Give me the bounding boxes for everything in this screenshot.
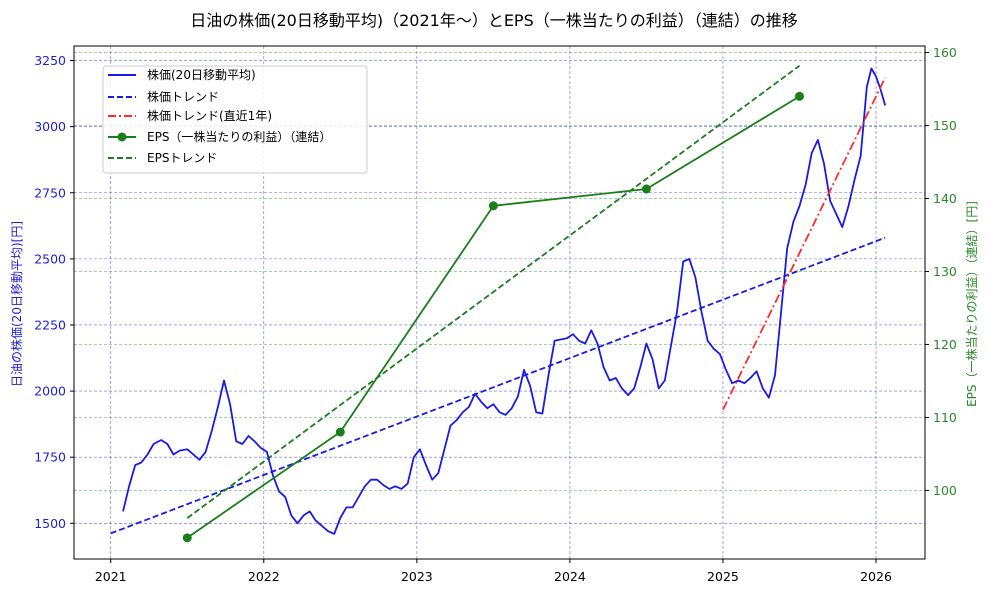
- left-tick-label: 3000: [34, 119, 66, 134]
- right-tick-label: 110: [933, 410, 957, 425]
- circle-marker-icon: [117, 132, 127, 142]
- left-tick-label: 1500: [34, 516, 66, 531]
- svg-text:株価(20日移動平均): 株価(20日移動平均): [147, 67, 256, 82]
- right-tick-label: 130: [933, 264, 957, 279]
- eps-data-point: [641, 184, 651, 194]
- left-tick-label: 2000: [34, 384, 66, 399]
- legend-box: [102, 65, 368, 174]
- series-layer: [110, 64, 887, 543]
- x-tick-label: 2026: [860, 569, 892, 584]
- legend-item-price: 株価(20日移動平均): [108, 67, 256, 82]
- right-tick-label: 150: [933, 118, 957, 133]
- left-axis-label: 日油の株価(20日移動平均)[円]: [9, 221, 24, 387]
- legend-item-recent-trend: 株価トレンド(直近1年): [108, 108, 272, 123]
- legend-item-eps: EPS（一株当たりの利益）（連結）: [108, 129, 331, 144]
- left-axis-ticks: 1500 1750 2000 2250 2500 2750 3000 3250: [34, 53, 74, 531]
- recent-trend-line: [722, 77, 887, 410]
- svg-text:株価トレンド(直近1年): 株価トレンド(直近1年): [147, 108, 272, 123]
- right-axis-label: EPS（一株当たりの利益）（連結）[円]: [964, 201, 979, 407]
- eps-data-point: [794, 91, 804, 101]
- right-axis-ticks: 100 110 120 130 140 150 160: [925, 45, 957, 498]
- left-tick-label: 2750: [34, 185, 66, 200]
- left-tick-label: 1750: [34, 450, 66, 465]
- legend-item-eps-trend: EPSトレンド: [108, 151, 217, 165]
- right-tick-label: 140: [933, 191, 957, 206]
- x-tick-label: 2021: [95, 569, 127, 584]
- right-tick-label: 100: [933, 483, 957, 498]
- svg-text:EPS（一株当たりの利益）（連結）: EPS（一株当たりの利益）（連結）: [147, 129, 331, 144]
- eps-data-point: [182, 533, 192, 543]
- price-trend-line: [110, 236, 886, 535]
- x-tick-label: 2023: [401, 569, 433, 584]
- legend: 株価(20日移動平均) 株価トレンド 株価トレンド(直近1年) EPS（一株当た…: [102, 65, 368, 174]
- x-axis-ticks: 2021 2022 2023 2024 2025 2026: [95, 559, 892, 584]
- eps-trend-line: [186, 64, 801, 519]
- left-tick-label: 3250: [34, 53, 66, 68]
- left-tick-label: 2500: [34, 251, 66, 266]
- x-tick-label: 2024: [554, 569, 586, 584]
- plot-frame: [73, 45, 926, 560]
- eps-data-point: [335, 427, 345, 437]
- right-tick-label: 160: [933, 45, 957, 60]
- x-tick-label: 2022: [248, 569, 280, 584]
- left-tick-label: 2250: [34, 317, 66, 332]
- eps-data-point: [488, 201, 498, 211]
- x-tick-label: 2025: [707, 569, 739, 584]
- legend-item-price-trend: 株価トレンド: [108, 89, 219, 104]
- chart-title: 日油の株価(20日移動平均)（2021年～）とEPS（一株当たりの利益）（連結）…: [190, 11, 797, 30]
- price-line: [122, 67, 887, 535]
- right-tick-label: 120: [933, 337, 957, 352]
- svg-text:株価トレンド: 株価トレンド: [147, 89, 219, 104]
- svg-text:EPSトレンド: EPSトレンド: [147, 151, 217, 165]
